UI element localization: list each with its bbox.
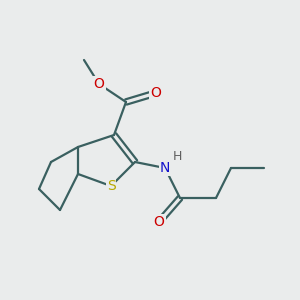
Text: O: O <box>151 86 161 100</box>
Text: O: O <box>94 77 104 91</box>
Text: S: S <box>106 179 116 193</box>
Text: N: N <box>160 161 170 175</box>
Text: H: H <box>173 150 182 163</box>
Text: O: O <box>154 215 164 229</box>
